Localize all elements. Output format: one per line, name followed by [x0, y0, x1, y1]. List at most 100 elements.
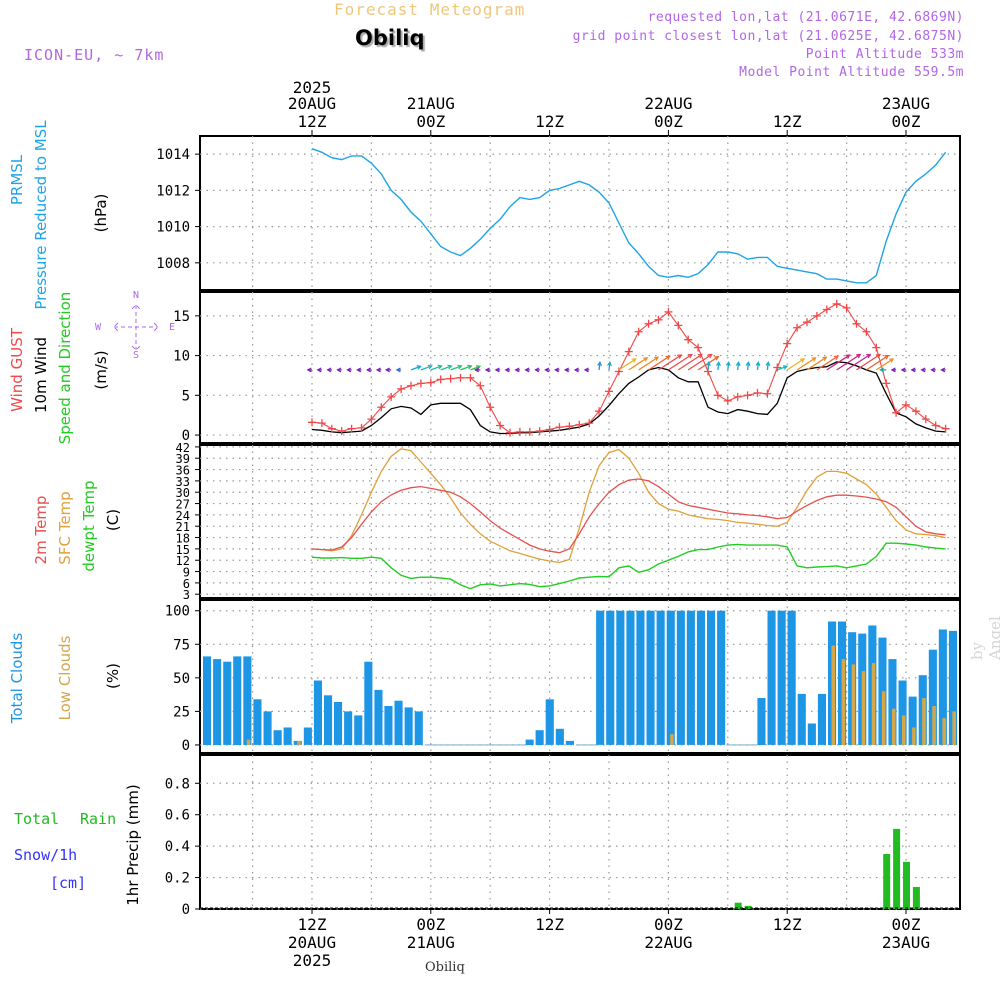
gust-marker [921, 415, 930, 424]
total-cloud-bar [767, 610, 776, 745]
compass-east: E [169, 322, 175, 333]
wind-gust-line [311, 303, 946, 434]
gust-marker [783, 339, 792, 348]
total-cloud-bar [273, 730, 282, 745]
wind-label-unit: (m/s) [92, 350, 110, 389]
temp_panel-ytick-label: 3 [183, 588, 190, 602]
low-cloud-bar [892, 708, 896, 745]
gust-marker [327, 424, 336, 433]
low-cloud-bar [841, 659, 846, 745]
model-label: ICON-EU, ~ 7km [24, 46, 165, 64]
pressure-label-unit: (hPa) [92, 194, 110, 233]
wind-arrow-head [665, 355, 671, 360]
wind-arrow-head [714, 355, 720, 361]
temp-label-dewpt: dewpt Temp [80, 480, 98, 571]
total-cloud-bar [817, 693, 826, 745]
wind-direction-arrow [430, 365, 442, 371]
point-altitude: Point Altitude 533m [805, 47, 964, 62]
bottom-time-label: 00Z [654, 915, 683, 934]
wind-direction-arrow [846, 353, 871, 371]
total-cloud-bar [787, 610, 796, 745]
temp_panel-ytick-label: 39 [176, 452, 190, 466]
wind-arrow-head [356, 367, 362, 373]
gust-marker [684, 335, 693, 344]
wind-direction-arrow [470, 365, 481, 371]
top-time-label: 12Z [773, 112, 802, 131]
cloud_panel-ytick-label: 25 [173, 704, 190, 720]
total-cloud-bar [888, 659, 897, 745]
wind-direction-arrow [746, 362, 750, 370]
wind-arrow-head [755, 360, 761, 367]
top-time-label: 00Z [654, 112, 683, 131]
low-cloud-bar [932, 706, 936, 745]
pressure-line [311, 148, 947, 284]
pressure_panel-frame [199, 135, 961, 291]
temp_panel-ytick-label: 6 [183, 577, 190, 591]
cloud_panel-frame [199, 599, 961, 754]
compass-rose [113, 304, 159, 351]
gust-marker [773, 363, 782, 372]
bottom-time-label: 20AUG [288, 933, 336, 952]
wind-arrow-head [856, 353, 862, 359]
wind-arrow-head [765, 360, 771, 367]
total-cloud-bar [404, 707, 413, 745]
wind-arrow-head [890, 367, 896, 373]
gust-marker [426, 378, 435, 387]
wind-arrow-head [427, 364, 433, 370]
top-time-label: 00Z [892, 112, 921, 131]
precip-label-unit: 1hr Precip (mm) [124, 784, 142, 905]
cloud_panel-ytick-label: 75 [173, 637, 190, 653]
temp_panel-ytick-label: 12 [176, 554, 190, 568]
top-time-label: 22AUG [644, 94, 692, 113]
top-time-label: 12Z [535, 112, 564, 131]
total-cloud-bar [354, 715, 363, 745]
rain-bar [883, 854, 891, 909]
wind-arrow-head [306, 367, 312, 373]
wind-direction-arrow [816, 355, 839, 371]
wind-arrow-head [573, 367, 579, 373]
wind-arrow-head [920, 367, 926, 373]
gust-marker [416, 379, 425, 388]
low-cloud-bar [952, 711, 956, 745]
gust-marker [496, 421, 505, 430]
top-time-label: 21AUG [407, 94, 455, 113]
gust-marker [476, 381, 485, 390]
gust-marker [941, 424, 950, 433]
gust-marker [347, 424, 356, 433]
wind-direction-arrow [420, 365, 432, 371]
temp-label-2m: 2m Temp [32, 496, 50, 565]
total-cloud-bar [283, 727, 292, 745]
wind-arrow-head [715, 360, 721, 367]
wind_panel-ytick-label: 0 [182, 428, 190, 444]
total-cloud-bar [394, 700, 403, 745]
pressure_panel-ytick-label: 1012 [156, 183, 190, 199]
low-cloud-bar [912, 727, 916, 745]
gust-marker [436, 375, 445, 384]
wind-direction-arrow [677, 353, 703, 371]
bottom-time-label: 00Z [416, 915, 445, 934]
gust-marker [456, 373, 465, 382]
gust-marker [852, 319, 861, 328]
gust-marker [723, 396, 732, 405]
wind-direction-arrow [777, 365, 788, 371]
wind-arrow-head [554, 367, 560, 373]
gust-marker [357, 423, 366, 432]
gust-marker [545, 425, 554, 434]
total-cloud-bar [203, 656, 212, 745]
pressure-label-prmsl: PRMSL [8, 154, 26, 205]
compass-north: N [133, 290, 139, 301]
wind-direction-arrow [866, 355, 889, 371]
total-cloud-bar [565, 740, 574, 745]
wind-direction-arrow [756, 362, 759, 370]
cloud-label-low: Low Clouds [56, 635, 74, 720]
total-cloud-bar [948, 630, 957, 745]
bottom-time-label: 21AUG [407, 933, 455, 952]
gust-marker [812, 311, 821, 320]
bottom-time-label: 12Z [298, 915, 327, 934]
wind-arrow-head [845, 354, 851, 359]
total-cloud-bar [606, 610, 615, 745]
bottom-time-label: 22AUG [644, 933, 692, 952]
wind-arrow-head [336, 367, 342, 373]
precip_panel-frame [199, 754, 961, 910]
